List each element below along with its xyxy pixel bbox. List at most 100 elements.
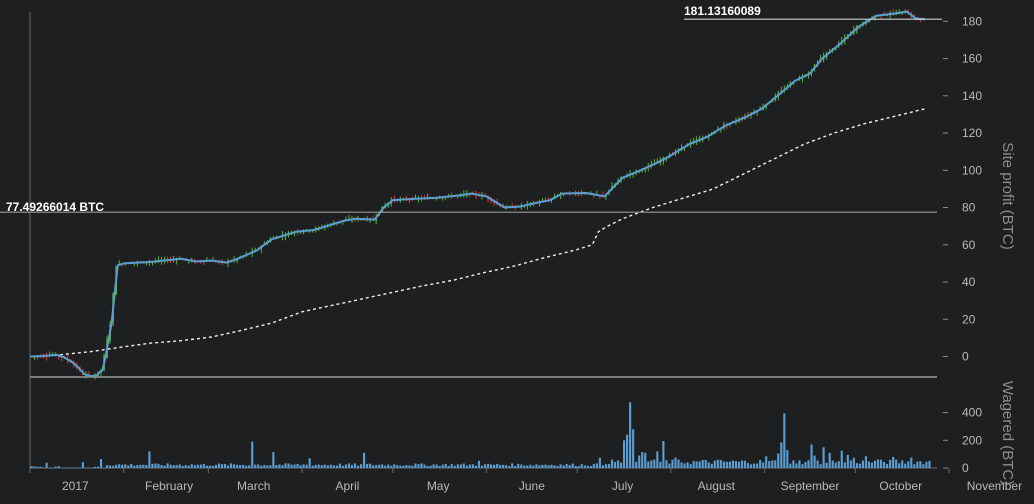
wager-bar [786, 450, 789, 468]
wager-bar [886, 463, 889, 468]
wager-bar [103, 467, 106, 469]
wager-bar [211, 465, 214, 468]
wager-bar [592, 463, 595, 468]
annotation-77-btc: 77.49266014 BTC [0, 200, 937, 214]
wager-bar [205, 465, 208, 468]
wager-bar [831, 460, 834, 468]
wager-bar [695, 461, 698, 468]
wager-bar [317, 464, 320, 468]
wager-bar [798, 460, 801, 468]
wager-bar [450, 464, 453, 468]
wager-bar [78, 467, 81, 469]
wager-bar [898, 463, 901, 468]
annotation-181-btc: 181.13160089 [684, 4, 942, 20]
wagered-pane [30, 402, 931, 469]
wager-bar [759, 460, 762, 468]
wager-bar [583, 465, 586, 468]
wager-bar [768, 461, 771, 468]
x-tick-label: 2017 [62, 479, 89, 493]
wager-bar [272, 452, 275, 468]
baseline-dashed-line [29, 108, 926, 358]
wager-bar [311, 465, 314, 468]
wager-bar [36, 466, 39, 468]
wager-bar [414, 463, 417, 468]
wager-bar [734, 461, 738, 468]
wager-bar [704, 459, 707, 468]
wager-bar [299, 465, 302, 468]
profit-y-axis: 0 20 40 60 80 100 120 140 160 180 [943, 14, 982, 364]
candle-body [284, 235, 287, 237]
wager-bar [861, 460, 864, 468]
wager-bar [332, 465, 335, 468]
wager-bar [750, 464, 753, 468]
wager-bar [629, 402, 632, 468]
wager-bar [269, 465, 272, 468]
wager-bar [517, 463, 520, 468]
x-tick-label: October [879, 479, 922, 493]
wager-bar [387, 464, 390, 468]
wager-bar [813, 455, 816, 468]
candle-body [435, 198, 438, 200]
wager-bar [118, 464, 121, 468]
profit-line-series [29, 10, 925, 378]
wager-bar [248, 465, 251, 468]
wager-bar [526, 465, 529, 468]
wager-bar [901, 460, 904, 468]
wager-bar [701, 460, 704, 468]
wager-bar [928, 461, 931, 468]
wager-bar [529, 464, 532, 468]
wager-bar [314, 464, 317, 468]
wager-bar [30, 466, 33, 468]
wager-bar [133, 465, 136, 468]
y-tick-label: 160 [962, 52, 982, 66]
wager-bar [873, 460, 877, 468]
wager-bar [647, 461, 650, 468]
wager-bar [780, 442, 783, 468]
wager-bar [550, 464, 553, 468]
wager-bar [54, 466, 57, 468]
wager-bar [290, 464, 293, 468]
x-tick-label: April [335, 479, 359, 493]
wager-bar [45, 462, 48, 468]
wager-bar [196, 464, 199, 468]
candle-body [583, 193, 586, 195]
wager-bar [716, 459, 719, 468]
annotation-label-181: 181.13160089 [684, 4, 761, 18]
wager-bar [193, 465, 196, 468]
wager-bar [402, 465, 405, 468]
wager-bar [496, 463, 499, 468]
wager-bar [363, 452, 366, 468]
wager-bar [635, 461, 638, 468]
wager-bar [834, 462, 837, 468]
wager-bar [471, 464, 474, 468]
wager-bar [359, 464, 363, 468]
wager-bar [840, 450, 843, 468]
wager-bar [565, 463, 568, 468]
wager-bar [783, 413, 786, 468]
wager-bar [740, 460, 744, 468]
wager-bar [426, 465, 429, 468]
wager-bar [229, 463, 233, 468]
wager-bar [81, 462, 84, 468]
x-axis: 2017 February March April May June July August S… [29, 468, 1022, 493]
wager-bar [683, 463, 686, 468]
wager-bar [653, 459, 656, 468]
wager-bar [453, 465, 456, 468]
wager-bar [816, 460, 819, 468]
wager-bar [438, 465, 441, 468]
wager-bar [420, 463, 423, 468]
wager-bar [707, 462, 710, 468]
wagered-y-axis: 0 200 400 [943, 406, 982, 475]
wager-bar [731, 460, 734, 468]
wager-bar [305, 464, 308, 468]
candle-body [904, 12, 907, 14]
wager-bar [172, 465, 175, 468]
y-tick-label: 40 [962, 275, 976, 289]
wager-bar [913, 464, 916, 468]
wager-bar [613, 461, 617, 468]
x-tick-label: July [612, 479, 633, 493]
wager-bar [260, 465, 263, 468]
wager-bar [214, 464, 217, 468]
wager-bar [765, 456, 768, 468]
wager-bar [774, 460, 777, 468]
